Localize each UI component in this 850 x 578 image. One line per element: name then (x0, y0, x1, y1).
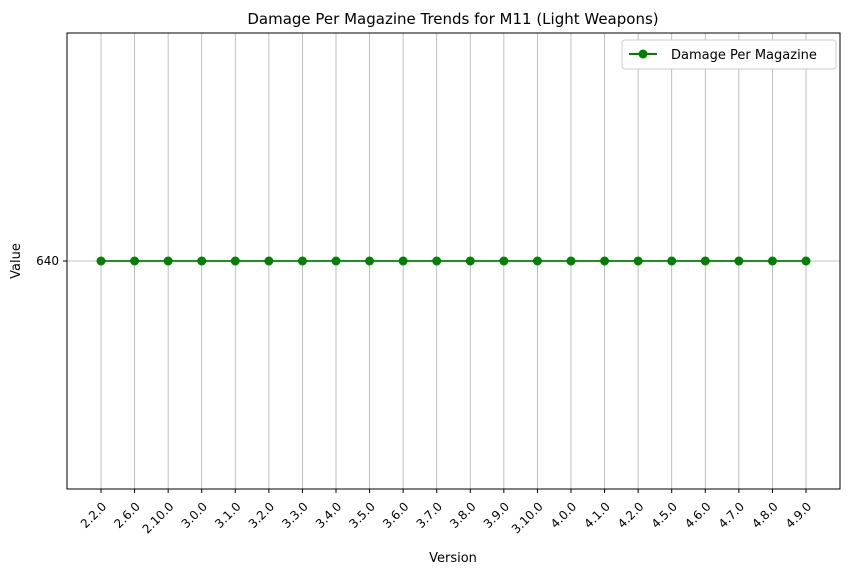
x-tick-label: 4.2.0 (615, 499, 646, 530)
x-tick-label: 4.8.0 (749, 499, 780, 530)
data-point (801, 256, 811, 266)
x-tick-label: 4.1.0 (581, 499, 612, 530)
x-tick-label: 4.0.0 (548, 499, 579, 530)
data-point (734, 256, 744, 266)
data-point (331, 256, 341, 266)
data-point (499, 256, 509, 266)
legend-label: Damage Per Magazine (671, 48, 817, 63)
data-point (264, 256, 274, 266)
legend-marker (638, 49, 648, 59)
x-tick-label: 3.9.0 (481, 499, 512, 530)
data-point (230, 256, 240, 266)
x-tick-label: 2.10.0 (140, 499, 177, 536)
data-point (633, 256, 643, 266)
x-tick-label: 4.7.0 (716, 499, 747, 530)
y-tick-label: 640 (36, 254, 59, 268)
x-tick-label: 3.6.0 (380, 499, 411, 530)
x-tick-label: 3.8.0 (447, 499, 478, 530)
x-tick-label: 3.2.0 (246, 499, 277, 530)
x-tick-label: 3.10.0 (509, 499, 546, 536)
data-point (130, 256, 140, 266)
y-axis-label: Value (9, 243, 24, 279)
data-point (465, 256, 475, 266)
data-point (700, 256, 710, 266)
x-tick-label: 3.4.0 (313, 499, 344, 530)
data-point (432, 256, 442, 266)
x-tick-label: 4.5.0 (649, 499, 680, 530)
x-tick-label: 3.5.0 (346, 499, 377, 530)
y-axis-ticks: 640 (36, 254, 67, 268)
data-point (600, 256, 610, 266)
x-tick-label: 2.2.0 (78, 499, 109, 530)
data-point (667, 256, 677, 266)
legend-box (621, 39, 837, 70)
x-tick-label: 3.0.0 (179, 499, 210, 530)
x-axis-ticks: 2.2.0 2.6.02.10.0 3.0.0 3.1.0 3.2.0 3.3.0 3.4.… (78, 489, 814, 536)
x-tick-label: 3.7.0 (414, 499, 445, 530)
x-tick-label: 4.9.0 (783, 499, 814, 530)
data-point (767, 256, 777, 266)
data-point (532, 256, 542, 266)
x-tick-label: 2.6.0 (111, 499, 142, 530)
data-point (197, 256, 207, 266)
data-point (365, 256, 375, 266)
data-point (398, 256, 408, 266)
series-layer (96, 256, 811, 266)
chart-title: Damage Per Magazine Trends for M11 (Ligh… (247, 10, 658, 28)
data-point (566, 256, 576, 266)
data-point (163, 256, 173, 266)
x-tick-label: 3.3.0 (279, 499, 310, 530)
data-point (96, 256, 106, 266)
x-tick-label: 4.6.0 (682, 499, 713, 530)
data-point (297, 256, 307, 266)
x-tick-label: 3.1.0 (212, 499, 243, 530)
x-axis-label: Version (429, 551, 477, 566)
legend: Damage Per Magazine (621, 39, 837, 70)
